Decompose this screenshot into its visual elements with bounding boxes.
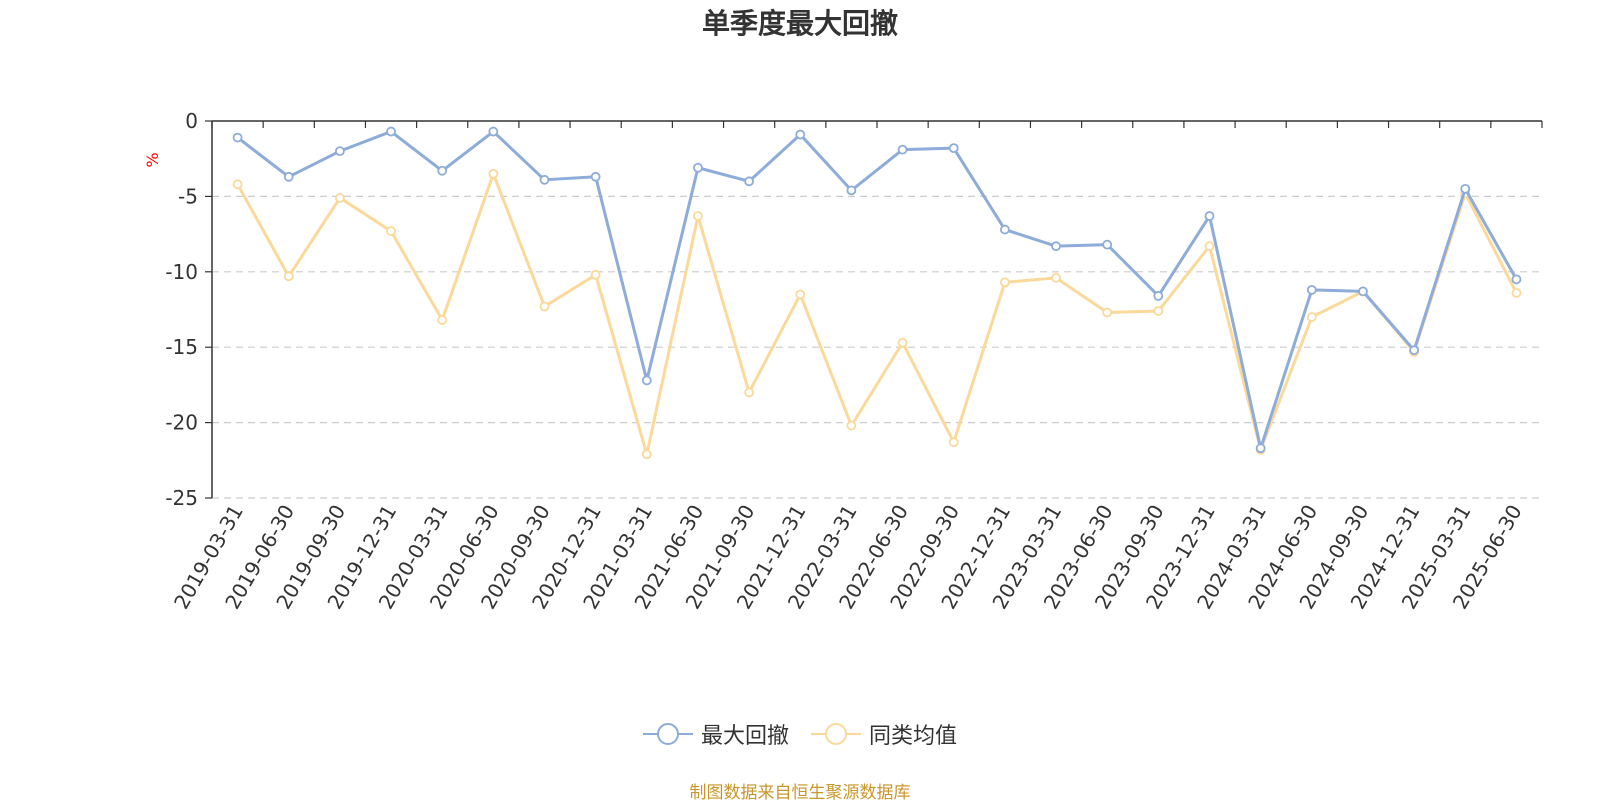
data-point[interactable] bbox=[539, 301, 550, 312]
data-point[interactable] bbox=[948, 437, 959, 448]
data-point[interactable] bbox=[488, 168, 499, 179]
data-point[interactable] bbox=[999, 224, 1010, 235]
data-point[interactable] bbox=[846, 185, 857, 196]
data-point[interactable] bbox=[334, 193, 345, 203]
data-point[interactable] bbox=[283, 171, 294, 182]
legend: 最大回撤 同类均值 bbox=[0, 718, 1600, 750]
data-point[interactable] bbox=[232, 132, 243, 143]
data-point[interactable] bbox=[539, 174, 550, 185]
data-point[interactable] bbox=[1102, 239, 1113, 250]
axes bbox=[205, 120, 1543, 499]
y-tick-label: -20 bbox=[165, 411, 198, 435]
data-point[interactable] bbox=[1051, 272, 1061, 283]
data-point[interactable] bbox=[1511, 274, 1522, 285]
data-point[interactable] bbox=[744, 176, 755, 187]
data-point[interactable] bbox=[1511, 288, 1522, 298]
legend-label: 同类均值 bbox=[869, 724, 958, 749]
data-point[interactable] bbox=[437, 165, 448, 176]
chart-title: 单季度最大回撤 bbox=[701, 7, 898, 40]
legend-circle-icon bbox=[811, 723, 861, 745]
data-point[interactable] bbox=[1153, 291, 1164, 301]
data-point[interactable] bbox=[437, 315, 448, 325]
data-point[interactable] bbox=[590, 171, 601, 182]
data-point[interactable] bbox=[1358, 286, 1368, 297]
data-point[interactable] bbox=[488, 126, 499, 137]
y-axis-unit-label: % bbox=[143, 152, 162, 167]
data-point[interactable] bbox=[795, 129, 806, 140]
data-point[interactable] bbox=[1255, 443, 1266, 454]
y-tick-labels: 0 -5 -10 -15 -20 -25 bbox=[165, 109, 198, 510]
data-point[interactable] bbox=[334, 146, 345, 157]
data-point[interactable] bbox=[897, 144, 908, 155]
data-point[interactable] bbox=[283, 271, 294, 282]
data-point[interactable] bbox=[795, 289, 806, 300]
data-point[interactable] bbox=[1051, 241, 1061, 252]
data-point[interactable] bbox=[1409, 345, 1420, 356]
x-tick-labels: 2019-03-312019-06-302019-09-302019-12-31… bbox=[169, 500, 1527, 613]
data-point[interactable] bbox=[1204, 211, 1215, 221]
data-point[interactable] bbox=[1204, 241, 1215, 252]
y-tick-label: -10 bbox=[165, 260, 198, 284]
legend-label: 最大回撤 bbox=[700, 724, 789, 749]
source-note: 制图数据来自恒生聚源数据库 bbox=[689, 783, 911, 803]
legend-item-max-drawdown[interactable]: 最大回撤 bbox=[642, 718, 789, 750]
data-point[interactable] bbox=[693, 211, 703, 221]
legend-item-peer-average[interactable]: 同类均值 bbox=[811, 718, 957, 750]
y-tick-label: -15 bbox=[165, 335, 198, 359]
data-point[interactable] bbox=[1102, 307, 1113, 318]
data-point[interactable] bbox=[999, 277, 1010, 288]
data-point[interactable] bbox=[1306, 312, 1317, 322]
series-line-max-drawdown bbox=[236, 130, 1518, 450]
data-point[interactable] bbox=[897, 337, 908, 348]
series-line-peer-average bbox=[236, 172, 1518, 456]
data-point[interactable] bbox=[641, 449, 652, 460]
y-tick-label: -25 bbox=[165, 486, 198, 510]
data-point[interactable] bbox=[846, 420, 857, 431]
data-point[interactable] bbox=[641, 375, 652, 386]
data-point[interactable] bbox=[1306, 284, 1317, 295]
data-point[interactable] bbox=[232, 179, 243, 190]
series-lines bbox=[232, 126, 1522, 460]
legend-circle-icon bbox=[642, 723, 693, 745]
data-point[interactable] bbox=[948, 143, 959, 154]
data-point[interactable] bbox=[590, 269, 601, 280]
data-point[interactable] bbox=[1153, 306, 1164, 316]
y-tick-label: 0 bbox=[185, 109, 198, 133]
data-point[interactable] bbox=[1460, 183, 1471, 194]
y-tick-label: -5 bbox=[178, 184, 198, 208]
data-point[interactable] bbox=[744, 387, 755, 398]
data-point[interactable] bbox=[693, 162, 703, 173]
data-point[interactable] bbox=[386, 226, 396, 236]
data-point[interactable] bbox=[386, 126, 396, 137]
grid-lines bbox=[212, 195, 1542, 499]
